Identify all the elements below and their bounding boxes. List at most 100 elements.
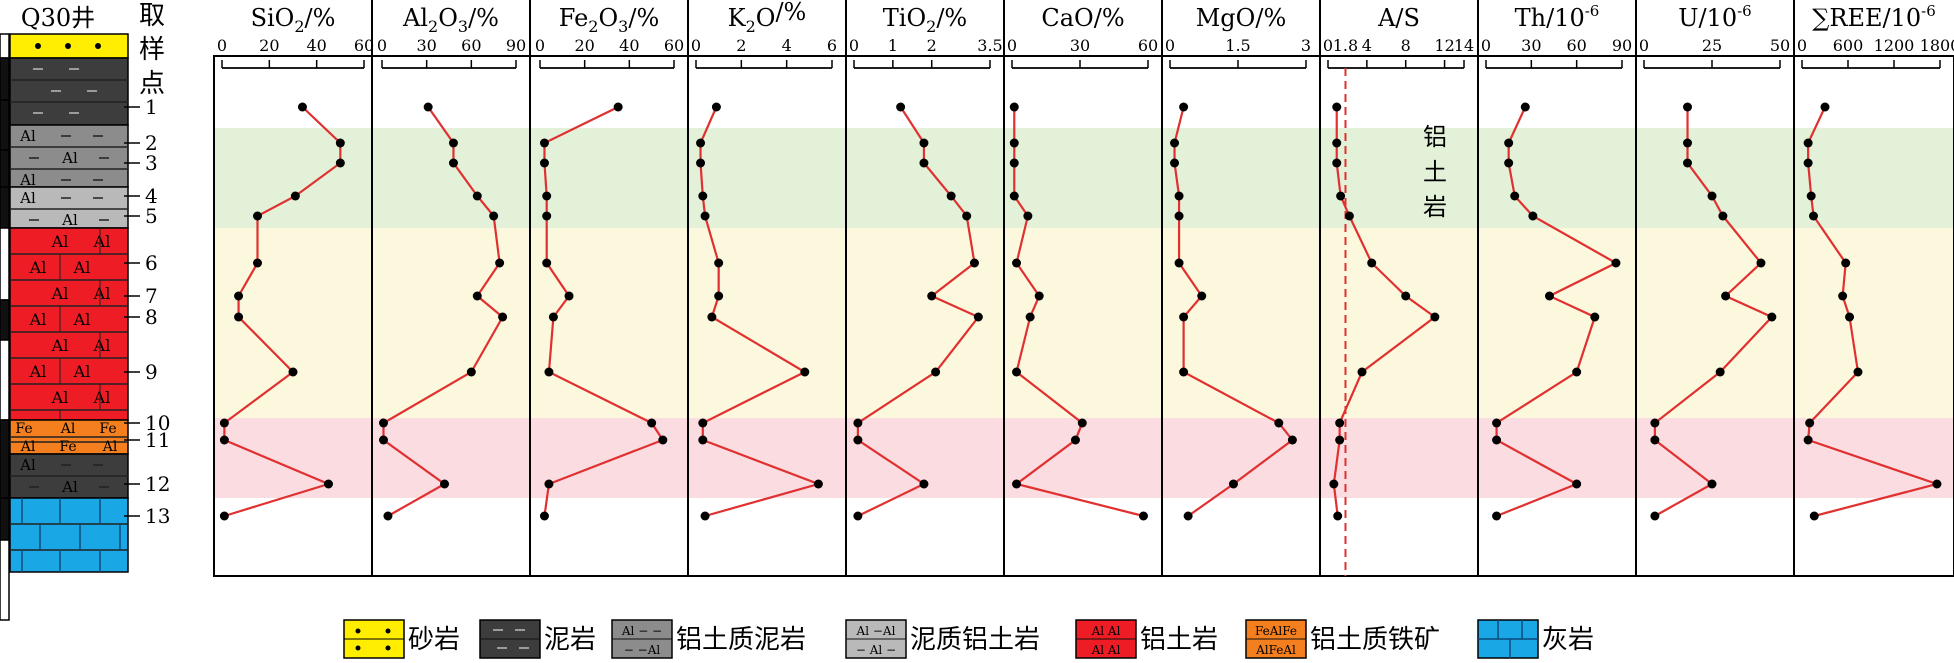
x-tick-label: 0 [1007,36,1017,55]
sample-header-char-3: 点 [139,69,165,99]
x-tick-label: 30 [1521,36,1541,55]
panel-title: Th/10-6 [1515,2,1600,32]
data-point-sample-8 [1845,312,1855,322]
data-point-sample-10 [378,418,388,428]
data-point-sample-9 [544,367,554,377]
x-tick-label: 60 [664,36,684,55]
sand-dot [65,43,71,49]
legend-item-bauxitic_mudstone: Al − − − −Al 铝土质泥岩 [611,619,806,659]
title-part: /% [1255,4,1286,32]
data-point-sample-2 [1803,138,1813,148]
panel-title: Al2O3/% [402,4,499,36]
data-point-sample-6 [253,258,262,268]
data-point-sample-7 [927,291,937,301]
x-tick-label: 90 [1612,36,1632,55]
al-symbol: Al [20,439,36,455]
sample-label-11: 11 [145,428,170,452]
x-tick-label: 0 [691,36,701,55]
al-symbol: Al [29,258,47,277]
x-tick-label: 2 [736,36,746,55]
data-point-sample-13 [1333,511,1343,521]
data-point-sample-12 [1572,479,1582,489]
fe-symbol: Fe [99,421,116,437]
data-point-sample-4 [1174,191,1184,201]
x-tick-label: 50 [1770,36,1790,55]
data-point-sample-8 [548,312,558,322]
data-point-sample-6 [1756,258,1766,268]
ref-tick-label: 1.8 [1333,36,1358,55]
panel-2: Fe2O3/% 0 20 40 60 [529,0,684,576]
data-point-sample-1 [423,102,433,112]
data-point-sample-4 [698,191,708,201]
title-part: /10 [1698,4,1737,32]
data-point-sample-10 [647,418,657,428]
data-point-sample-9 [1012,367,1022,377]
data-point-sample-1 [1179,102,1189,112]
data-point-sample-4 [946,191,956,201]
data-point-sample-6 [714,258,724,268]
sample-label-9: 9 [145,360,158,384]
yellow-band [214,228,1954,418]
data-point-sample-3 [539,158,549,168]
title-part: O [598,4,618,32]
x-tick-label: 0 [217,36,227,55]
data-point-sample-1 [1520,102,1530,112]
data-point-sample-7 [234,291,244,301]
x-tick-label: 14 [1454,36,1474,55]
sand-dot [355,645,361,651]
data-point-sample-1 [297,102,307,112]
data-point-sample-7 [564,291,574,301]
sample-label-2: 2 [145,131,158,155]
title-part: 3 [618,17,628,36]
data-point-sample-5 [253,211,262,221]
legend-item-mudstone: 泥岩 [479,619,596,659]
data-point-sample-3 [1803,158,1813,168]
legend-label-bauxitic_mudstone: 铝土质泥岩 [676,625,806,655]
data-point-sample-2 [1504,138,1514,148]
layer-bauxitic_mudstone: Al Al Al [9,124,129,189]
swatch-text-top: Al − − [621,624,662,638]
column-edge-bar-0 [0,33,10,59]
panel-3: K2O/%0 2 4 6 [687,0,837,576]
data-point-sample-11 [1803,435,1813,445]
layer-fill-mudstone [9,57,129,126]
swatch-text-bottom: AlFeAl [1255,643,1296,657]
data-point-sample-4 [290,191,300,201]
title-part: Fe [559,4,589,32]
data-point-sample-10 [853,418,863,428]
x-tick-label: 4 [1362,36,1372,55]
sand-dot [385,645,391,651]
data-point-sample-8 [1179,312,1189,322]
legend-label-sandstone: 砂岩 [408,625,460,655]
x-tick-label: 90 [506,36,526,55]
x-tick-label: 0 [1323,36,1333,55]
data-point-sample-3 [1009,158,1019,168]
data-point-sample-6 [1611,258,1621,268]
al-symbol: Al [61,211,78,229]
data-point-sample-1 [711,102,721,112]
x-tick-label: 40 [306,36,326,55]
pink-band [214,418,1954,498]
panel-4: TiO2/%0 1 2 3.5 [845,0,1003,576]
title-part: TiO [883,4,926,32]
data-point-sample-13 [219,511,229,521]
x-tick-label: 2 [927,36,937,55]
data-point-sample-2 [335,138,345,148]
x-tick-label: 20 [259,36,279,55]
x-tick-label: 6 [827,36,837,55]
data-point-sample-3 [696,158,706,168]
swatch-text-bottom: − −Al [624,643,661,657]
title-part: -6 [1737,2,1752,20]
al-symbol: Al [60,421,76,437]
legend-label-muddy_bauxite: 泥质铝土岩 [910,625,1040,655]
data-point-sample-6 [495,258,505,268]
sample-label-6: 6 [145,251,158,275]
data-point-sample-7 [1034,291,1044,301]
data-point-sample-8 [707,312,717,322]
data-point-sample-7 [714,291,724,301]
data-point-sample-2 [919,138,929,148]
title-part: /% [936,4,967,32]
panel-title: CaO/% [1041,4,1124,32]
sample-header-char-1: 取 [139,1,165,31]
data-point-sample-1 [1332,102,1342,112]
